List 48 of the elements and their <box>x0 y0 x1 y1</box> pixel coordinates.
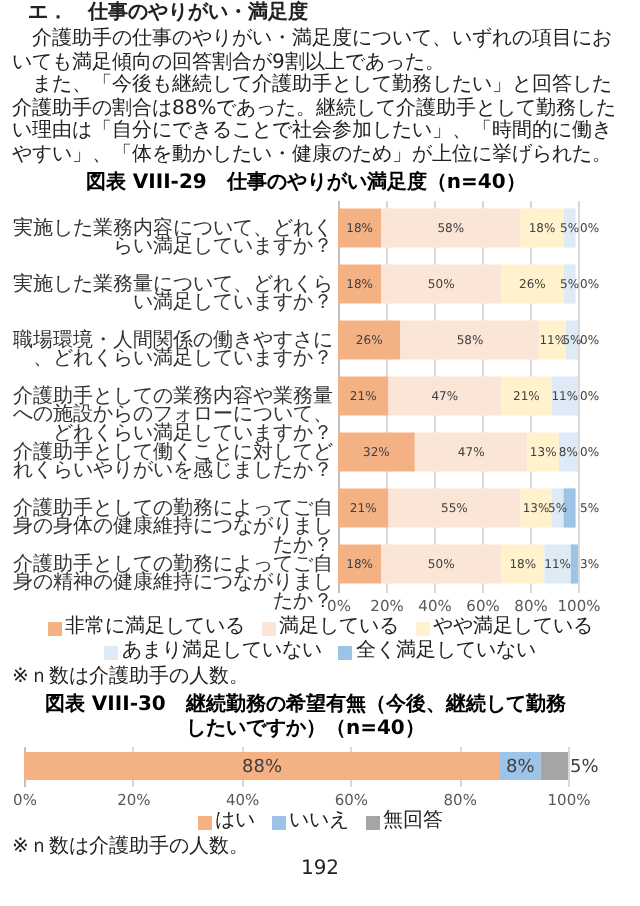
text: ※ｎ数は介護助手の人数。 <box>12 836 251 858</box>
legend-label: 無回答 <box>383 810 443 834</box>
bar <box>501 264 564 304</box>
bar <box>501 544 545 584</box>
bar <box>501 376 552 416</box>
legend-label: 満足している <box>279 616 399 639</box>
text: また、「今後も継続して介護助手として勤務したい」と回答した介護助手の割合は88%であった。継続して介護助手として勤務したい理由は「自分にできることで社会参加したい」、「時間的に働きやすい」、「体を動かしたい・健康のため」が上位に挙げられた。 <box>12 74 619 166</box>
bar <box>381 208 521 248</box>
bar <box>338 264 382 304</box>
chart-title: 図表 VIII-30 継続勤務の希望有無（今後、継続して勤務したいですか）（n=40） <box>44 692 568 740</box>
bar <box>563 488 576 528</box>
bar <box>338 376 389 416</box>
legend-label: 全く満足していない <box>356 640 536 664</box>
legend-label: やや満足している <box>433 616 593 640</box>
bar <box>544 544 571 584</box>
bar <box>570 544 578 584</box>
y-tick-label: 職場環境・人間関係の働きやすさに、どれくらい満足していますか？ <box>13 328 333 371</box>
chart-title: 図表 VIII-29 仕事のやりがい満足度（n=40） <box>85 170 526 194</box>
bar <box>24 752 500 780</box>
legend-label: はい <box>215 810 255 834</box>
data-label: 8% <box>506 758 536 778</box>
bar <box>338 432 415 472</box>
bar <box>400 320 540 360</box>
text: 192 <box>298 858 342 880</box>
bar <box>527 432 559 472</box>
bar <box>388 376 502 416</box>
text: ※ｎ数は介護助手の人数。 <box>12 666 251 688</box>
text: エ． 仕事のやりがい・満足度 <box>28 2 310 26</box>
y-tick-label: 実施した業務量について、どれくらい満足していますか？ <box>13 272 333 315</box>
bar <box>520 208 564 248</box>
bar <box>338 208 382 248</box>
data-label: 5% <box>570 758 600 778</box>
legend-label: いいえ <box>289 810 349 834</box>
bar <box>381 544 502 584</box>
y-tick-label: 介護助手として働くことに対してどれくらいやりがいを感じましたか？ <box>13 440 333 483</box>
bar <box>520 488 552 528</box>
legend-label: 非常に満足している <box>65 616 245 639</box>
bar <box>338 544 382 584</box>
data-label: 88% <box>241 758 283 778</box>
bar <box>388 488 521 528</box>
text: 介護助手の仕事のやりがい・満足度について、いずれの項目においても満足傾向の回答割合が9割以上であった。 <box>12 28 614 73</box>
bar <box>338 320 401 360</box>
bar <box>414 432 528 472</box>
y-tick-label: 実施した業務内容について、どれくらい満足していますか？ <box>13 216 333 259</box>
bar <box>338 488 389 528</box>
bar <box>540 752 568 780</box>
bar <box>381 264 502 304</box>
legend-label: あまり満足していない <box>122 640 322 664</box>
